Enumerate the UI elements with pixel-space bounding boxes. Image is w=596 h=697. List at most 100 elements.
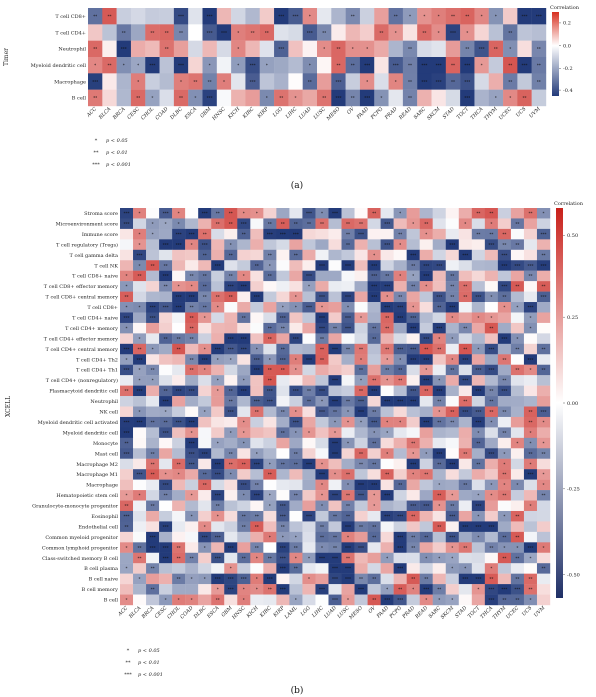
heatmap-cell [523, 448, 538, 459]
significance-mark: ** [528, 410, 532, 415]
significance-mark: * [386, 430, 388, 435]
significance-mark: ** [372, 598, 376, 603]
heatmap-cell [419, 333, 433, 345]
significance-mark: ** [450, 284, 454, 289]
heatmap-cell [419, 427, 433, 439]
heatmap-cell [517, 73, 532, 90]
heatmap-cell [185, 396, 199, 407]
heatmap-cell [536, 281, 551, 292]
significance-mark: *** [124, 368, 130, 373]
heatmap-cell [523, 437, 538, 449]
heatmap-cell [120, 552, 134, 564]
significance-mark: * [282, 305, 284, 310]
heatmap-cell [503, 73, 518, 90]
heatmap-cell [393, 479, 407, 491]
significance-mark: * [380, 96, 382, 101]
heatmap-cell [523, 542, 538, 553]
heatmap-cell [133, 291, 147, 303]
significance-mark: * [347, 420, 349, 425]
significance-mark: ** [508, 63, 512, 68]
heatmap-cell [536, 458, 551, 470]
significance-mark: ** [138, 556, 142, 561]
heatmap-cell [432, 228, 446, 240]
heatmap-cell [484, 291, 499, 303]
significance-mark: ** [346, 556, 350, 561]
heatmap-cell [211, 469, 225, 480]
heatmap-cell [133, 385, 147, 397]
heatmap-cell [159, 573, 173, 585]
heatmap-cell [274, 40, 289, 58]
heatmap-cell [133, 416, 147, 428]
heatmap-cell [374, 89, 389, 107]
significance-mark: * [139, 378, 141, 383]
heatmap-cell [289, 500, 303, 512]
heatmap-cell [250, 364, 264, 376]
heatmap-cell [224, 479, 238, 491]
heatmap-cell [245, 40, 260, 58]
significance-mark: *** [189, 295, 195, 300]
heatmap-cell [354, 531, 368, 543]
heatmap-cell [354, 364, 368, 376]
heatmap-cell [432, 479, 446, 491]
heatmap-cell [328, 364, 342, 376]
significance-mark: ** [494, 47, 498, 52]
heatmap-cell [216, 24, 232, 41]
heatmap-cell [289, 490, 303, 501]
significance-mark: * [334, 430, 336, 435]
heatmap-cell [224, 500, 238, 512]
significance-mark: ** [515, 347, 519, 352]
heatmap-cell [419, 594, 433, 606]
heatmap-cell [185, 218, 199, 230]
heatmap-cell [146, 291, 160, 303]
heatmap-cell [497, 364, 512, 376]
significance-mark: ** [279, 96, 283, 101]
significance-mark: * [217, 389, 219, 394]
significance-mark: * [230, 566, 232, 571]
heatmap-cell [159, 521, 173, 533]
heatmap-cell [302, 437, 316, 449]
y-axis-label: Timer [3, 48, 10, 66]
heatmap-cell [523, 322, 538, 334]
significance-mark: * [423, 14, 425, 19]
heatmap-cell [497, 375, 512, 386]
heatmap-cell [263, 510, 277, 522]
heatmap-cell [328, 469, 342, 480]
heatmap-cell [341, 469, 355, 480]
heatmap-cell [133, 437, 147, 449]
significance-mark: *** [150, 305, 156, 310]
heatmap-cell [159, 322, 173, 334]
heatmap-cell [289, 552, 303, 564]
significance-mark: * [395, 79, 397, 84]
heatmap-cell [432, 364, 446, 376]
significance-mark: * [347, 410, 349, 415]
significance-mark: ** [203, 295, 207, 300]
heatmap-cell [263, 302, 277, 313]
significance-mark: *** [163, 556, 169, 561]
heatmap-cell [315, 448, 329, 459]
significance-mark: *** [384, 242, 390, 247]
heatmap-cell [484, 542, 499, 553]
heatmap-cell [393, 406, 407, 418]
heatmap-cell [402, 24, 418, 41]
significance-mark: * [269, 493, 271, 498]
significance-mark: * [347, 441, 349, 446]
significance-mark: *** [215, 556, 221, 561]
significance-mark: *** [150, 545, 156, 550]
row-label: T cell regulatory (Tregs) [56, 241, 118, 248]
column-label: ACC [85, 106, 98, 119]
significance-mark: ** [308, 79, 312, 84]
heatmap-cell [510, 542, 525, 553]
heatmap-cell [510, 354, 525, 365]
significance-mark: *** [254, 295, 260, 300]
significance-mark: ** [437, 462, 441, 467]
significance-mark: *** [488, 347, 494, 352]
heatmap-cell [402, 73, 418, 90]
significance-mark: * [256, 587, 258, 592]
heatmap-cell [374, 73, 389, 90]
heatmap-cell [536, 437, 551, 449]
heatmap-cell [380, 479, 394, 491]
heatmap-cell [88, 8, 103, 25]
column-label: UCS [521, 605, 534, 618]
heatmap-cell [432, 406, 446, 418]
significance-mark: ** [281, 368, 285, 373]
